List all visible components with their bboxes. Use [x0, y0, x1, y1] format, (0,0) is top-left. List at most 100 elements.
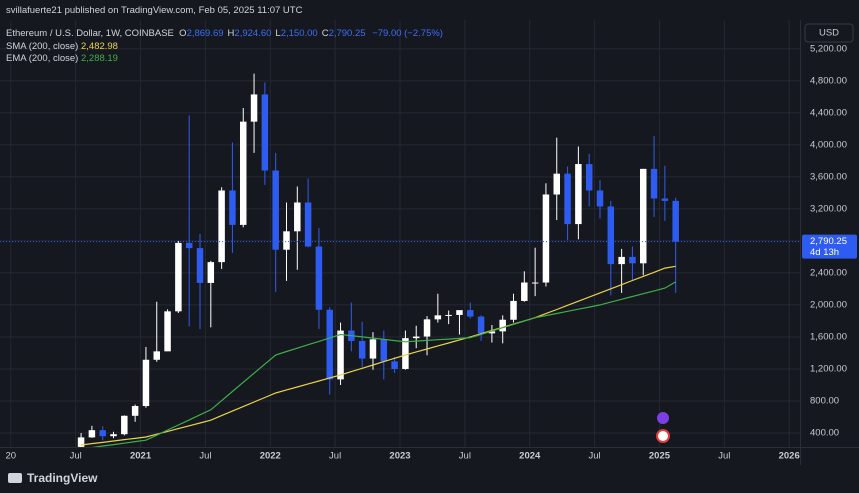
- change: −79.00 (−2.75%): [372, 28, 443, 39]
- candle-body: [207, 262, 215, 283]
- countdown: 4d 13h: [810, 247, 839, 258]
- indicator-name: EMA (200, close): [6, 53, 79, 64]
- candle-body: [640, 168, 647, 264]
- x-tick-label: Jul: [718, 451, 730, 462]
- x-tick-label: Jul: [329, 451, 341, 462]
- candle-body: [423, 319, 431, 337]
- last-price-box: [802, 234, 857, 259]
- indicator-line: [81, 265, 676, 446]
- candle-body: [564, 173, 571, 225]
- publisher: svillafuerte21 published on TradingView.…: [6, 5, 303, 16]
- brand: TradingView: [27, 471, 98, 485]
- y-tick-label: 2,000.00: [810, 299, 847, 310]
- ohlc-value: 2,869.69: [186, 28, 224, 39]
- candle-body: [218, 190, 225, 263]
- candle-body: [650, 168, 658, 199]
- ohlc-key: L: [275, 28, 281, 39]
- indicator: EMA (200, close) 2,288.19: [6, 53, 118, 64]
- event-icons: [656, 412, 670, 443]
- x-tick-label: Jul: [70, 451, 82, 462]
- candle-body: [445, 314, 452, 316]
- ohlc: O2,869.69 H2,924.60 L2,150.00 C2,790.25: [179, 28, 369, 39]
- y-tick-label: 4,000.00: [810, 139, 847, 150]
- candle-body: [185, 242, 193, 249]
- x-tick-label: 2026: [779, 451, 800, 462]
- x-tick-label: Jul: [459, 451, 471, 462]
- candle-body: [542, 194, 550, 283]
- icon[interactable]: [657, 412, 669, 424]
- candle-body: [358, 340, 366, 359]
- y-tick-label: 4,800.00: [810, 75, 847, 86]
- candle-body: [510, 300, 517, 320]
- candle-body: [99, 430, 106, 437]
- candle-body: [326, 309, 333, 380]
- candle-body: [88, 430, 96, 438]
- candle-body: [434, 315, 442, 320]
- grid: [0, 20, 800, 447]
- candle-body: [272, 170, 279, 250]
- x-tick-label: 2022: [260, 451, 281, 462]
- symbol-line: Ethereum / U.S. Dollar, 1W, COINBASE O2,…: [6, 28, 447, 39]
- candle-body: [121, 415, 128, 435]
- indicator-line: [91, 281, 676, 447]
- candle-body: [110, 434, 117, 437]
- ohlc-key: O: [179, 28, 187, 39]
- y-tick-label: 3,200.00: [810, 203, 847, 214]
- candle-body: [337, 330, 344, 380]
- ohlc-value: 2,150.00: [280, 28, 318, 39]
- candle-body: [672, 200, 679, 242]
- currency-box[interactable]: [804, 23, 854, 43]
- candle-body: [521, 282, 528, 301]
- candle-body: [553, 173, 560, 195]
- candle-body: [412, 336, 420, 339]
- ohlc-key: C: [321, 28, 329, 39]
- candle-body: [153, 351, 160, 360]
- x-tick-label: Jul: [589, 451, 601, 462]
- candle-body: [456, 310, 463, 315]
- plot: [77, 73, 679, 447]
- candle-body: [240, 121, 247, 225]
- ohlc-value: 2,924.60: [234, 28, 272, 39]
- candle-body: [142, 359, 150, 407]
- indicator: SMA (200, close) 2,482.98: [6, 41, 118, 52]
- symbol: Ethereum / U.S. Dollar, 1W, COINBASE: [6, 28, 174, 39]
- x-tick-label: 2021: [130, 451, 152, 462]
- ohlc-value: 2,790.25: [328, 28, 366, 39]
- candle-body: [391, 361, 398, 369]
- x-tick-label: 2023: [389, 451, 410, 462]
- candle-body: [402, 338, 409, 369]
- candle-body: [369, 339, 377, 359]
- icon[interactable]: [656, 429, 670, 443]
- y-tick-label: 1,600.00: [810, 331, 847, 342]
- candle-body: [175, 242, 182, 312]
- indicator-name: SMA (200, close): [6, 41, 79, 52]
- candle-body: [77, 437, 85, 447]
- candle-body: [304, 202, 312, 247]
- candle-body: [477, 316, 485, 334]
- candle-body: [575, 164, 582, 225]
- y-tick-label: 3,600.00: [810, 171, 847, 182]
- candle-body: [531, 282, 539, 284]
- candle-body: [585, 164, 593, 191]
- candle-body: [229, 190, 236, 225]
- x-tick-label: 2024: [519, 451, 541, 462]
- candle-body: [488, 331, 496, 334]
- x-tick-label: 20: [6, 451, 17, 462]
- currency: USD: [819, 28, 839, 39]
- candle-body: [261, 94, 269, 171]
- y-tick-label: 5,200.00: [810, 43, 847, 54]
- candle-body: [380, 339, 388, 362]
- candle-body: [164, 311, 171, 352]
- y-tick-label: 2,400.00: [810, 267, 847, 278]
- candle-body: [629, 256, 636, 264]
- indicator-value: 2,482.98: [80, 41, 118, 52]
- candle-body: [467, 310, 474, 317]
- y-tick-label: 400.00: [810, 428, 839, 439]
- last-price-label: 2,790.25: [810, 236, 847, 247]
- candle-body: [131, 406, 139, 416]
- candle-body: [618, 256, 625, 265]
- candle-body: [661, 198, 669, 201]
- candle-body: [294, 202, 301, 232]
